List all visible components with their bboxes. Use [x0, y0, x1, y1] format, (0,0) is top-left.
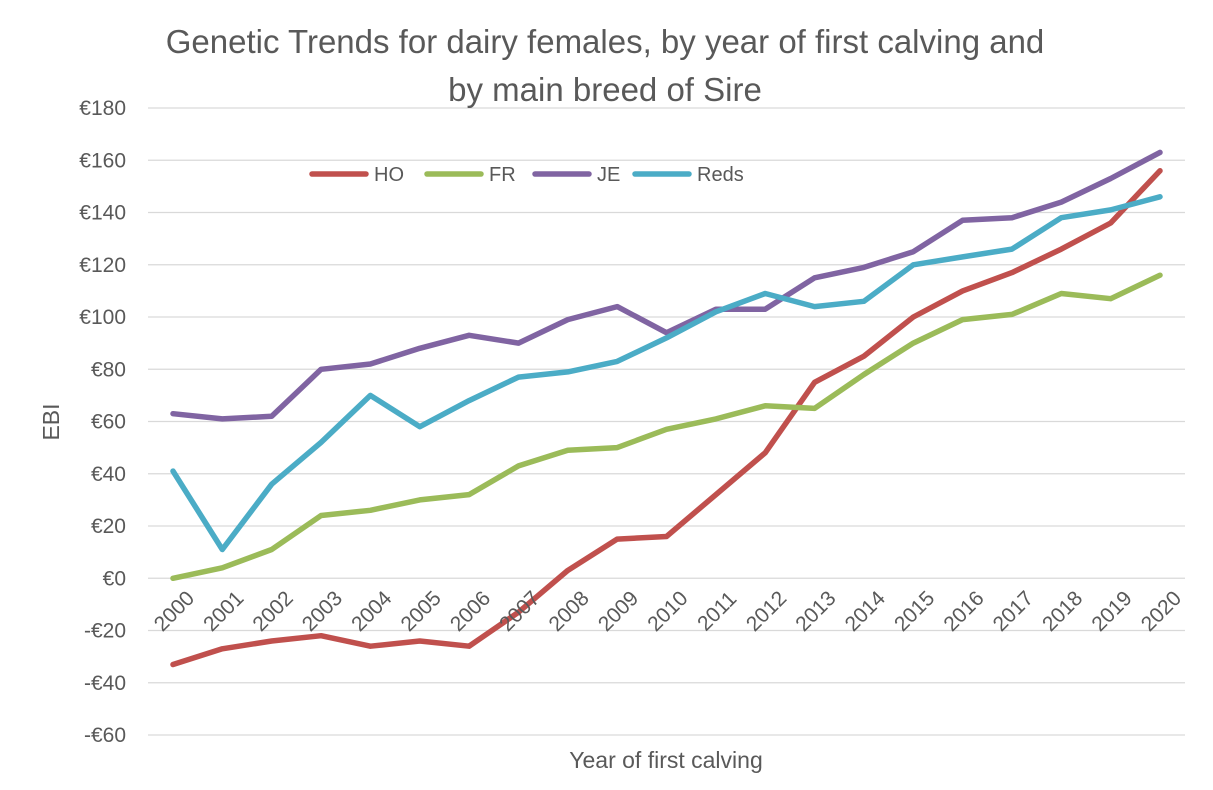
- x-tick-label: 2013: [791, 587, 840, 636]
- x-tick-label: 2010: [643, 587, 692, 636]
- y-tick-label: €160: [79, 149, 126, 172]
- legend-item-reds: Reds: [632, 164, 744, 186]
- y-tick-label: €60: [91, 411, 126, 434]
- x-axis-label: Year of first calving: [569, 747, 762, 773]
- x-tick-label: 2004: [347, 587, 397, 637]
- y-tick-label: €40: [91, 463, 126, 486]
- legend: HO FR JE Reds: [309, 164, 744, 186]
- gridlines: [148, 107, 1185, 736]
- series-line-ho: [170, 167, 1163, 668]
- x-tick-label: 2005: [397, 587, 446, 636]
- x-tick-label: 2001: [199, 587, 248, 636]
- x-tick-label: 2000: [150, 587, 199, 636]
- x-tick-label: 2009: [594, 587, 643, 636]
- y-tick-label: -€20: [84, 620, 126, 643]
- x-tick-label: 2002: [248, 587, 297, 636]
- x-tick-label: 2017: [989, 587, 1038, 636]
- x-tick-label: 2011: [693, 587, 741, 635]
- x-tick-label: 2020: [1137, 587, 1186, 636]
- y-tick-label: €140: [79, 202, 126, 225]
- series-line-reds: [170, 194, 1163, 553]
- legend-item-fr: FR: [424, 164, 516, 186]
- x-tick-label: 2014: [841, 587, 891, 637]
- x-tick-label: 2018: [1038, 587, 1087, 636]
- y-tick-label: €100: [79, 306, 126, 329]
- series-line-fr: [170, 272, 1163, 582]
- y-tick-label: €80: [91, 358, 126, 381]
- x-tick-label: 2016: [939, 587, 988, 636]
- x-tick-label: 2015: [890, 587, 939, 636]
- x-tick-label: 2008: [545, 587, 594, 636]
- y-tick-label: -€60: [84, 724, 126, 747]
- x-tick-label: 2006: [446, 587, 495, 636]
- legend-label: JE: [597, 164, 620, 186]
- y-axis-ticks: €180 €160 €140 €120 €100 €80 €60 €40 €20 €0 -€20 -€…: [79, 97, 126, 747]
- legend-label: HO: [374, 164, 404, 186]
- y-tick-label: -€40: [84, 672, 126, 695]
- legend-label: Reds: [697, 164, 744, 186]
- x-tick-label: 2003: [298, 587, 347, 636]
- y-tick-label: €120: [79, 254, 126, 277]
- x-axis-ticks: 2000 2001 2002 2003 2004 2005 2006 2007 2008 2009…: [150, 587, 1186, 637]
- legend-label: FR: [489, 164, 516, 186]
- series-line-je: [170, 149, 1163, 422]
- x-tick-label: 2019: [1087, 587, 1136, 636]
- legend-item-je: JE: [532, 164, 620, 186]
- y-tick-label: €0: [103, 567, 126, 590]
- chart-title-line-2: by main breed of Sire: [448, 71, 762, 108]
- chart-title-line-1: Genetic Trends for dairy females, by yea…: [166, 23, 1045, 60]
- series-lines: [170, 149, 1163, 668]
- y-axis-label: EBI: [38, 403, 64, 440]
- legend-item-ho: HO: [309, 164, 404, 186]
- y-tick-label: €180: [79, 97, 126, 120]
- x-tick-label: 2012: [742, 587, 791, 636]
- y-tick-label: €20: [91, 515, 126, 538]
